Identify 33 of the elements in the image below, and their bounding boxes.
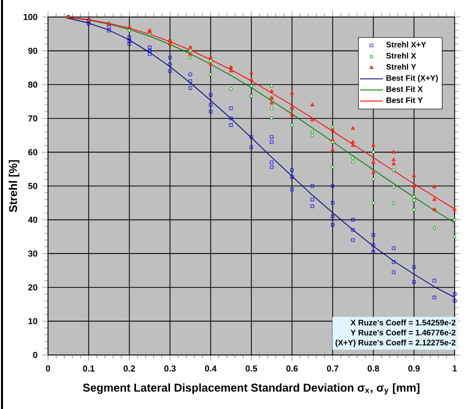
y-tick-label: 30 [28, 250, 38, 257]
legend-label: Strehl X [386, 52, 416, 59]
annotation: Y Ruze's Coeff = 1.46776e-2 [350, 330, 456, 336]
x-tick-label: 0 [46, 365, 50, 372]
y-tick-label: 0 [33, 352, 38, 358]
y-tick-label: 100 [24, 14, 38, 20]
y-tick-label: 20 [28, 284, 38, 290]
y-tick-label: 80 [28, 82, 38, 88]
legend-label: Best Fit X [386, 86, 423, 92]
y-tick-label: 60 [28, 149, 38, 156]
x-tick-label: 1 [452, 365, 457, 372]
x-tick-label: 0.3 [164, 365, 176, 372]
x-tick-label: 0.9 [408, 365, 420, 372]
x-tick-label: 0.7 [326, 365, 338, 372]
x-tick-label: 0.5 [246, 365, 258, 372]
x-tick-label: 0.8 [368, 365, 380, 372]
legend-label: Best Fit (X+Y) [386, 74, 438, 82]
x-tick-label: 0.2 [124, 365, 136, 372]
x-tick-label: 0.1 [82, 365, 94, 372]
y-tick-label: 90 [28, 48, 38, 54]
x-tick-label: 0.6 [286, 365, 298, 372]
y-tick-label: 70 [28, 115, 38, 122]
y-tick-label: 50 [28, 182, 38, 190]
annotation: X Ruze's Coeff = 1.54259e-2 [350, 320, 456, 326]
x-tick-label: 0.4 [204, 365, 217, 372]
y-tick-label: 40 [28, 216, 38, 223]
annotation: (X+Y) Ruze's Coeff = 2.12275e-2 [336, 340, 456, 347]
y-tick-label: 10 [28, 318, 38, 324]
y-axis-title: Strehl [%] [8, 160, 20, 212]
legend-label: Best Fit Y [386, 97, 423, 104]
legend-label: Strehl Y [386, 64, 416, 70]
x-axis-title: Segment Lateral Displacement Standard Deviation σ$_{x}$, σ$_{y}$ [mm] [82, 383, 420, 395]
legend-label: Strehl X+Y [386, 42, 426, 48]
